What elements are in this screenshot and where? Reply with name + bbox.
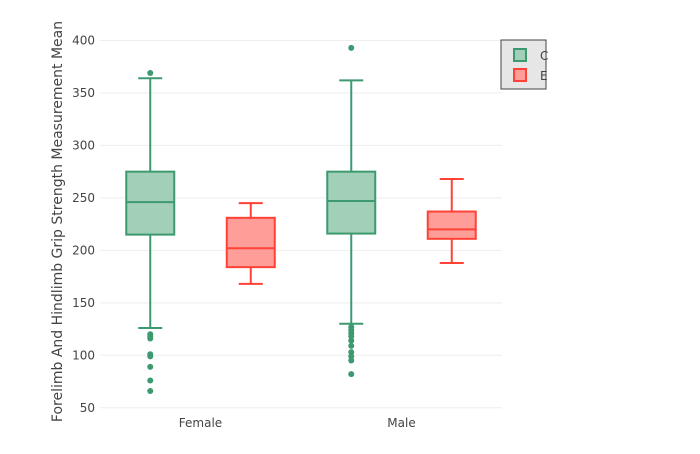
outlier-point[interactable] — [348, 357, 355, 364]
y-tick-label: 250 — [72, 191, 95, 205]
outlier-point[interactable] — [348, 323, 355, 330]
outlier-point[interactable] — [147, 387, 154, 394]
y-tick-label: 300 — [72, 138, 95, 152]
outlier-point[interactable] — [348, 371, 355, 378]
legend-label[interactable]: E — [540, 69, 548, 83]
y-tick-label: 100 — [72, 348, 95, 362]
outlier-point[interactable] — [348, 337, 355, 344]
outlier-point[interactable] — [348, 44, 355, 51]
outlier-point[interactable] — [348, 342, 355, 349]
box-iqr[interactable] — [225, 216, 276, 269]
y-axis-title: Forelimb And Hindlimb Grip Strength Meas… — [50, 21, 66, 422]
legend-swatch[interactable] — [513, 68, 527, 82]
y-tick-label: 50 — [80, 401, 95, 415]
outlier-point[interactable] — [147, 363, 154, 370]
y-tick-label: 350 — [72, 86, 95, 100]
y-tick-label: 200 — [72, 243, 95, 257]
box-iqr[interactable] — [125, 170, 176, 236]
outlier-point[interactable] — [147, 70, 154, 77]
box-iqr[interactable] — [426, 210, 477, 240]
outlier-point[interactable] — [147, 351, 154, 358]
y-tick-label: 400 — [72, 33, 95, 47]
outlier-point[interactable] — [147, 331, 154, 338]
legend-swatch[interactable] — [513, 48, 527, 62]
outlier-point[interactable] — [147, 377, 154, 384]
x-tick-label: Male — [387, 416, 415, 430]
x-tick-label: Female — [179, 416, 222, 430]
y-tick-label: 150 — [72, 296, 95, 310]
legend-label[interactable]: C — [540, 49, 548, 63]
outlier-point[interactable] — [348, 353, 355, 360]
box-iqr[interactable] — [326, 170, 377, 235]
outlier-point[interactable] — [348, 349, 355, 356]
